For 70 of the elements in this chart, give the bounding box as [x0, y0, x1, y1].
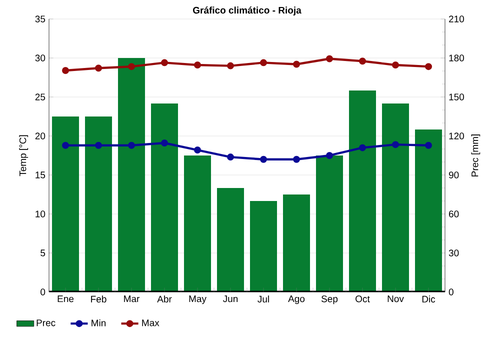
bar: [85, 116, 112, 292]
point: [326, 55, 333, 62]
y2-tick-label: 60: [449, 210, 459, 218]
bar: [415, 129, 442, 292]
point: [62, 142, 70, 149]
bar: [118, 58, 146, 292]
point: [128, 63, 136, 70]
point: [227, 62, 234, 70]
legend-label: Min: [92, 319, 106, 326]
bar: [250, 200, 278, 292]
point: [260, 156, 268, 163]
point: [62, 66, 70, 74]
x-tick-label: Feb: [91, 296, 106, 302]
x-tick-label: Abr: [157, 296, 172, 302]
bar: [283, 194, 310, 292]
point: [359, 144, 366, 152]
bar: [217, 188, 244, 292]
point: [326, 152, 333, 159]
legend-label: Max: [142, 320, 160, 326]
bar: [382, 103, 409, 292]
point: [425, 63, 432, 70]
x-tick-label: Oct: [356, 296, 370, 302]
point: [359, 58, 366, 65]
x-tick-label: Ene: [58, 296, 74, 302]
y-tick-label: 15: [36, 172, 46, 178]
y-tick-label: 20: [35, 132, 46, 140]
chart-title: Gráfico climático - Rioja: [193, 6, 302, 16]
y-tick-label: 25: [35, 94, 46, 100]
y2-tick-label: 0: [448, 288, 454, 296]
y2-tick-label: 120: [449, 132, 464, 140]
point: [293, 60, 300, 68]
point: [194, 146, 202, 154]
bar: [151, 103, 178, 292]
point: [392, 141, 399, 148]
point: [194, 62, 202, 69]
point: [392, 62, 399, 69]
x-tick-label: Mar: [124, 296, 140, 302]
y-tick-label: 35: [35, 16, 46, 22]
y2-tick-label: 30: [448, 250, 459, 256]
point: [95, 64, 102, 72]
bar: [52, 116, 80, 292]
y-tick-label: 0: [40, 288, 46, 296]
x-tick-label: Ago: [288, 296, 305, 304]
x-tick-label: Sep: [321, 296, 338, 304]
point: [95, 142, 102, 149]
y-tick-label: 10: [36, 210, 46, 218]
point: [293, 156, 300, 163]
y-tick-label: 30: [35, 54, 46, 62]
y2-tick-label: 150: [449, 94, 464, 100]
y2-tick-label: 210: [449, 16, 464, 22]
y-tick-label: 5: [40, 250, 46, 256]
point: [260, 59, 268, 66]
x-tick-label: Jul: [258, 296, 269, 302]
legend-label: Prec: [36, 320, 56, 326]
bar: [184, 155, 212, 292]
x-tick-label: Jun: [222, 296, 238, 302]
bar: [349, 90, 376, 292]
point: [128, 142, 136, 149]
y2-axis-title: Prec [mm]: [471, 134, 480, 176]
point: [161, 140, 168, 147]
x-tick-label: May: [189, 296, 206, 304]
y-axis-title: Temp [°C]: [19, 135, 28, 176]
point: [161, 59, 168, 66]
y2-tick-label: 90: [448, 172, 459, 178]
bar: [316, 155, 343, 292]
point: [425, 142, 432, 149]
x-tick-label: Nov: [388, 296, 404, 302]
y2-tick-label: 180: [449, 54, 464, 62]
x-tick-label: Dic: [422, 296, 436, 302]
point: [227, 154, 234, 161]
